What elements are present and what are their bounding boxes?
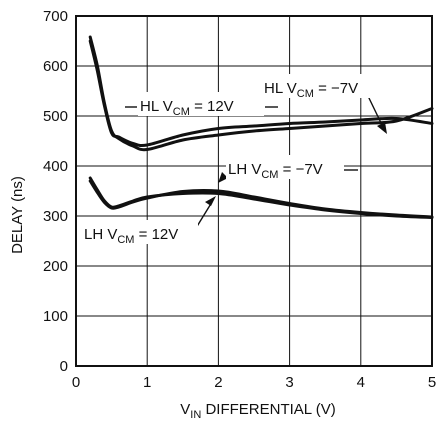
plot-frame bbox=[75, 15, 433, 367]
y-tick-label: 300 bbox=[43, 208, 68, 225]
y-tick-label: 400 bbox=[43, 158, 68, 175]
label-bg-lh-12v bbox=[82, 220, 198, 244]
x-tick-label: 0 bbox=[72, 374, 80, 391]
arrowhead-lh-12v bbox=[205, 196, 216, 206]
x-tick-label: 5 bbox=[428, 374, 436, 391]
y-tick-label: 0 bbox=[60, 358, 68, 375]
label-hl-neg7v-prefix: HL V bbox=[264, 80, 297, 97]
label-lh-neg7v-prefix: LH V bbox=[228, 161, 261, 178]
label-lh-12v-suffix: = 12V bbox=[134, 226, 178, 243]
y-tick-labels: 0 100 200 300 400 500 600 700 bbox=[43, 8, 68, 375]
y-tick-label: 100 bbox=[43, 308, 68, 325]
label-bg-hl-neg7v bbox=[262, 74, 380, 98]
label-hl-12v-suffix: = 12V bbox=[190, 98, 234, 115]
label-lh-12v-prefix: LH V bbox=[84, 226, 117, 243]
label-hl-12v-prefix: HL V bbox=[140, 98, 173, 115]
x-axis-title: VIN DIFFERENTIAL (V) bbox=[180, 401, 335, 421]
x-tick-label: 4 bbox=[357, 374, 365, 391]
y-axis-title: DELAY (ns) bbox=[9, 176, 26, 254]
y-tick-label: 500 bbox=[43, 108, 68, 125]
y-tick-label: 600 bbox=[43, 58, 68, 75]
label-lh-12v-sub: CM bbox=[117, 234, 134, 246]
x-axis-title-main: V bbox=[180, 401, 190, 418]
leader-hl-neg7v bbox=[367, 95, 383, 126]
label-hl-vcm-12v: HL VCM = 12V bbox=[140, 98, 234, 118]
arrowhead-hl-neg7v bbox=[377, 122, 387, 134]
y-tick-label: 700 bbox=[43, 8, 68, 25]
label-lh-vcm-12v: LH VCM = 12V bbox=[84, 226, 178, 246]
label-bg-lh-neg7v bbox=[226, 155, 344, 179]
series-group bbox=[88, 35, 434, 219]
label-hl-12v-sub: CM bbox=[173, 106, 190, 118]
leader-lh-12v bbox=[195, 201, 213, 229]
label-hl-neg7v-suffix: = −7V bbox=[314, 80, 358, 97]
x-tick-labels: 0 1 2 3 4 5 bbox=[72, 374, 436, 391]
label-lh-vcm-neg7v: LH VCM = −7V bbox=[228, 161, 323, 181]
arrowhead-lh-neg7v bbox=[218, 172, 228, 183]
x-tick-label: 1 bbox=[143, 374, 151, 391]
x-axis-title-rest: DIFFERENTIAL (V) bbox=[201, 401, 335, 418]
label-hl-neg7v-sub: CM bbox=[297, 88, 314, 100]
x-tick-label: 2 bbox=[214, 374, 222, 391]
label-bg-hl-12v bbox=[138, 92, 264, 116]
series-hl-vcm-neg7v bbox=[88, 39, 434, 148]
x-axis-title-sub: IN bbox=[190, 409, 201, 421]
label-lh-neg7v-suffix: = −7V bbox=[278, 161, 322, 178]
y-tick-label: 200 bbox=[43, 258, 68, 275]
label-lh-neg7v-sub: CM bbox=[261, 169, 278, 181]
x-tick-label: 3 bbox=[285, 374, 293, 391]
label-hl-vcm-neg7v: HL VCM = −7V bbox=[264, 80, 358, 100]
grid-lines bbox=[75, 15, 433, 367]
annotation-arrowheads bbox=[205, 122, 387, 206]
series-lh-vcm-neg7v bbox=[88, 179, 434, 219]
